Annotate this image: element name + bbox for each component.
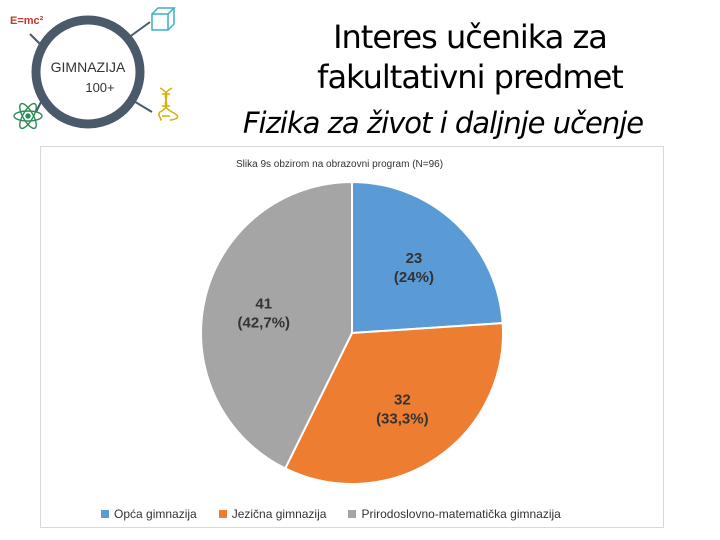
- legend-label: Jezična gimnazija: [231, 507, 327, 521]
- cube-icon: [151, 7, 176, 31]
- legend-item-3: Prirodoslovno-matematička gimnazija: [348, 507, 561, 521]
- title-line-2: fakultativni predmet: [317, 58, 624, 96]
- slice-percent-label-2: (33,3%): [376, 410, 429, 427]
- pie-slice-1: [351, 180, 504, 335]
- pie-slice-3: [200, 180, 353, 470]
- legend-swatch: [101, 510, 109, 518]
- legend-item-1: Opća gimnazija: [101, 507, 197, 521]
- slice-percent-label-1: (24%): [394, 269, 434, 286]
- slice-value-label-1: 23: [406, 250, 423, 267]
- legend-swatch: [348, 510, 357, 518]
- legend-item-2: Jezična gimnazija: [218, 507, 327, 521]
- slice-value-label-3: 41: [255, 295, 272, 312]
- chart-frame: Slika 9s obzirom na obrazovni program (N…: [40, 146, 664, 528]
- atom-icon: [13, 102, 43, 130]
- logo-ring: [31, 15, 145, 129]
- logo-name-line1: GIMNAZIJA: [51, 59, 126, 75]
- logo-name-line2: 100+: [85, 80, 114, 95]
- pie-slice-2: [283, 322, 504, 485]
- slice-value-label-2: 32: [394, 391, 411, 408]
- legend-label: Prirodoslovno-matematička gimnazija: [361, 507, 561, 521]
- legend-label: Opća gimnazija: [114, 507, 197, 521]
- pie-chart: 23 (24%) 32 (33,3%) 41 (42,7%): [200, 180, 504, 485]
- title-line-3: Fizika za život i daljnje učenje: [242, 106, 644, 140]
- title-line-1: Interes učenika za: [333, 18, 608, 56]
- chart-legend: Opća gimnazija Jezična gimnazija Prirodosl…: [101, 507, 561, 521]
- school-logo: E=mc² GIMNAZIJA 100+: [0, 0, 200, 140]
- dna-icon: [158, 87, 179, 121]
- legend-swatch: [218, 510, 227, 518]
- slice-percent-label-3: (42,7%): [238, 314, 291, 331]
- chart-subtitle: Slika 9s obzirom na obrazovni program (N…: [236, 159, 444, 170]
- logo-formula: E=mc²: [10, 15, 44, 27]
